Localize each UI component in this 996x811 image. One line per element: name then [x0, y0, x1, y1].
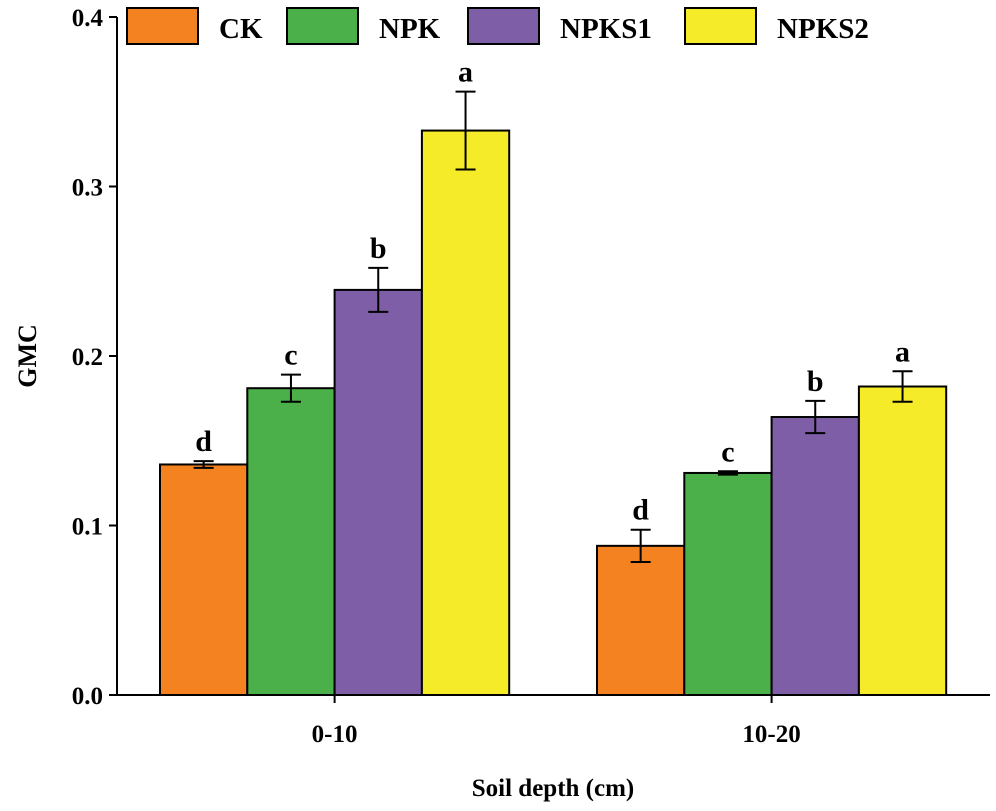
error-bar-CK-0-10	[193, 460, 214, 469]
legend-swatch	[467, 7, 540, 45]
x-tick-label: 0-10	[312, 721, 358, 748]
y-tick-label: 0.3	[72, 175, 103, 202]
y-tick-label: 0.4	[72, 5, 104, 32]
y-tick-label: 0.1	[72, 514, 103, 541]
significance-letter: a	[458, 56, 473, 89]
legend-swatch	[286, 7, 359, 45]
bar-NPK-0-10	[246, 387, 336, 696]
error-bar-NPKS1-10-20	[805, 399, 826, 435]
y-tick-label: 0.0	[72, 683, 103, 710]
error-bar-NPKS2-10-20	[892, 370, 913, 403]
significance-letter: b	[807, 365, 824, 398]
legend-label: CK	[219, 13, 263, 45]
legend-swatch	[684, 7, 757, 45]
legend-swatch	[126, 7, 199, 45]
bar-CK-0-10	[159, 463, 249, 697]
axes-layer: 0.0 0.1 0.2 0.3 0.4 0-10 10-20	[72, 5, 990, 748]
legend-label: NPK	[379, 13, 441, 45]
legend: CK NPK NPKS1 NPKS2	[126, 7, 869, 45]
significance-letter: d	[632, 494, 649, 527]
bar-NPKS1-10-20	[770, 416, 860, 696]
legend-label: NPKS1	[560, 13, 652, 45]
error-bar-CK-10-20	[630, 528, 651, 563]
error-bar-NPKS1-0-10	[368, 266, 389, 313]
legend-item-NPKS2: NPKS2	[684, 7, 869, 45]
bar-CK-10-20	[596, 544, 686, 697]
bar-NPKS1-0-10	[333, 288, 423, 696]
y-tick-label: 0.2	[72, 344, 103, 371]
x-tick-label: 10-20	[742, 721, 800, 748]
significance-letter: d	[195, 425, 212, 458]
error-bar-NPK-10-20	[717, 470, 738, 476]
error-bar-NPK-0-10	[280, 373, 301, 403]
legend-item-NPK: NPK	[286, 7, 441, 45]
bar-NPKS2-10-20	[857, 385, 948, 696]
significance-letter: c	[721, 435, 734, 468]
bar-NPKS2-0-10	[420, 129, 511, 696]
legend-item-NPKS1: NPKS1	[467, 7, 652, 45]
significance-letter: a	[895, 335, 910, 368]
x-axis-label: Soil depth (cm)	[472, 775, 635, 802]
error-bar-NPKS2-0-10	[455, 90, 476, 171]
legend-item-CK: CK	[126, 7, 263, 45]
bar-NPK-10-20	[683, 471, 773, 696]
significance-letter: b	[370, 232, 387, 265]
legend-label: NPKS2	[777, 13, 869, 45]
bars-layer: d c b a d c b a	[159, 56, 948, 697]
y-axis-label: GMC	[13, 324, 42, 388]
significance-letter: c	[284, 339, 297, 372]
